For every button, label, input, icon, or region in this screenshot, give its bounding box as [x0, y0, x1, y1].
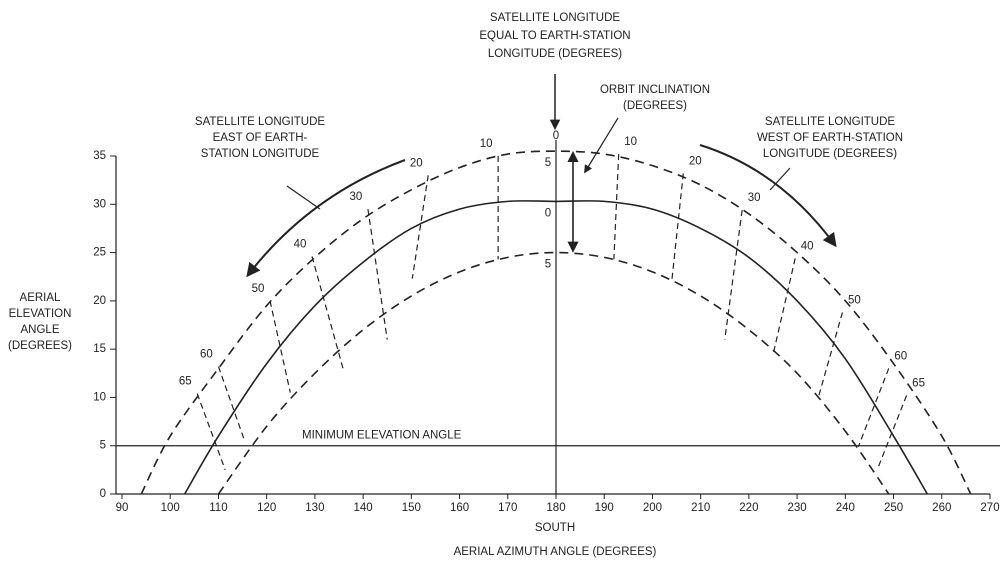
x-tick-label: 220 [739, 502, 758, 514]
x-tick-label: 120 [257, 502, 276, 514]
longitude-line [724, 210, 743, 340]
x-tick-label: 260 [932, 502, 951, 514]
longitude-line [311, 256, 345, 372]
x-label: AERIAL AZIMUTH ANGLE (DEGREES) [454, 546, 657, 558]
longitude-line [367, 209, 388, 340]
x-tick-label: 250 [884, 502, 903, 514]
curve [140, 150, 972, 495]
x-tick-label: 270 [980, 502, 999, 514]
center-label: 0 [553, 130, 559, 142]
x-tick-label: 150 [402, 502, 421, 514]
leader [286, 185, 321, 210]
annotation: (DEGREES) [623, 100, 687, 112]
x-tick-label: 110 [209, 502, 227, 514]
y-tick-label: 35 [93, 150, 106, 162]
annotation: SATELLITE LONGITUDE [195, 116, 325, 128]
leader [769, 167, 791, 191]
y-label: ELEVATION [9, 308, 72, 320]
longitude-label: 60 [200, 349, 213, 361]
title-line: EQUAL TO EARTH-STATION [479, 30, 630, 42]
longitude-line [217, 366, 246, 443]
y-label: ANGLE [21, 324, 60, 336]
annotation: WEST OF EARTH-STATION [757, 132, 903, 144]
x-tick-label: 200 [643, 502, 662, 514]
x-tick-label: 170 [498, 502, 517, 514]
y-label: AERIAL [20, 292, 62, 304]
longitude-label: 40 [801, 240, 814, 252]
y-tick-label: 25 [93, 247, 106, 259]
longitude-line [671, 173, 684, 282]
x-tick-label: 230 [788, 502, 807, 514]
longitude-line [772, 258, 796, 356]
x-tick-label: 130 [305, 502, 324, 514]
y-tick-label: 5 [100, 440, 106, 452]
curve [183, 200, 929, 495]
arrow [246, 159, 406, 278]
title: SATELLITE LONGITUDE EQUAL TO EARTH-STATI… [479, 12, 630, 60]
longitude-line [817, 312, 844, 398]
longitude-line [269, 300, 291, 393]
longitude-label: 40 [294, 238, 307, 250]
longitude-label: 30 [350, 191, 363, 203]
longitude-line [411, 175, 429, 279]
x-tick-label: 190 [595, 502, 614, 514]
y-tick-label: 0 [100, 488, 106, 500]
longitude-label: 10 [480, 138, 493, 150]
annotation: ORBIT INCLINATION [600, 84, 710, 96]
longitude-label: 65 [179, 376, 192, 388]
y-tick-label: 10 [93, 391, 106, 403]
longitude-label: 50 [848, 294, 861, 306]
longitude-label: 10 [624, 136, 637, 148]
longitude-label: 20 [689, 155, 702, 167]
inclination-label: 0 [545, 207, 551, 219]
longitude-label: 30 [748, 192, 761, 204]
longitude-label: 65 [912, 378, 925, 390]
arrow [699, 144, 837, 248]
annotation: LONGITUDE (DEGREES) [763, 148, 897, 160]
longitude-line [196, 393, 226, 471]
y-tick-label: 20 [93, 295, 106, 307]
longitude-label: 20 [410, 157, 423, 169]
title-line: LONGITUDE (DEGREES) [488, 48, 622, 60]
annotation: EAST OF EARTH- [213, 132, 308, 144]
inclination-label: 5 [545, 157, 551, 169]
longitude-line [876, 395, 908, 471]
longitude-line [857, 368, 890, 447]
longitude-label: 60 [894, 350, 907, 362]
longitude-label: 50 [252, 283, 265, 295]
inclination-label: 5 [545, 259, 551, 271]
x-tick-label: 90 [116, 502, 129, 514]
x-tick-label: 160 [450, 502, 469, 514]
x-tick-label: 240 [836, 502, 855, 514]
x-tick-label: 100 [161, 502, 180, 514]
leader [584, 117, 619, 174]
longitude-line [613, 154, 620, 260]
curve [217, 251, 890, 495]
x-tick-label: 180 [546, 502, 565, 514]
annotation: STATION LONGITUDE [201, 148, 320, 160]
y-tick-label: 15 [93, 343, 106, 355]
minimum-label: MINIMUM ELEVATION ANGLE [302, 430, 462, 442]
x-sublabel: SOUTH [535, 522, 575, 534]
x-tick-label: 210 [691, 502, 710, 514]
y-tick-label: 30 [93, 198, 106, 210]
annotation: SATELLITE LONGITUDE [765, 116, 895, 128]
x-tick-label: 140 [354, 502, 373, 514]
title-line: SATELLITE LONGITUDE [490, 12, 620, 24]
y-label: (DEGREES) [8, 340, 72, 352]
